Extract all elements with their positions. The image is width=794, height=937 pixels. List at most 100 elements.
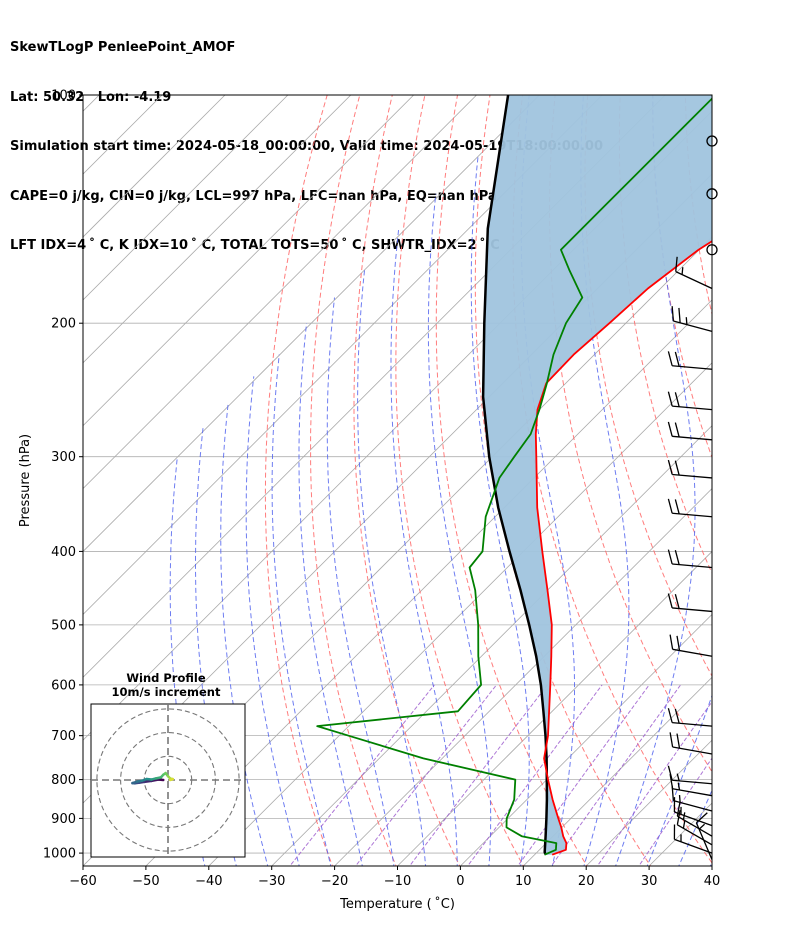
moist-adiabat (357, 269, 427, 866)
barb-flag-full (676, 635, 681, 651)
moist-adiabat (678, 789, 712, 866)
isotherm-line (83, 95, 477, 490)
barb-shaft (672, 788, 713, 797)
barb-flag-half (678, 794, 681, 803)
y-tick-label: 700 (51, 729, 76, 744)
mixing-ratio-line (289, 684, 435, 866)
dry-adiabat (717, 78, 794, 869)
moist-adiabat (427, 193, 492, 866)
isotherm-line (460, 613, 712, 866)
barb-flag-full (667, 459, 673, 475)
wind-barb (669, 634, 713, 657)
x-tick-label: −40 (195, 874, 222, 889)
x-axis-title: Temperature ( ˚C) (339, 896, 455, 912)
isotherm-line (523, 676, 712, 866)
barb-flag-half (681, 267, 684, 275)
cin-shaded-area (483, 95, 712, 855)
barb-shaft (672, 365, 713, 370)
isotherm-line (83, 95, 100, 112)
x-tick-label: −30 (258, 874, 285, 889)
x-tick-label: −10 (384, 874, 411, 889)
mixing-ratio-line (467, 684, 603, 866)
wind-barb (667, 765, 713, 785)
dry-adiabat (781, 78, 794, 869)
barb-flag-full (667, 391, 673, 407)
isotherm-line (83, 95, 226, 238)
barb-shaft (673, 320, 713, 332)
barb-flag-full (667, 765, 673, 781)
wind-barb (667, 351, 713, 370)
dry-adiabat (264, 95, 334, 866)
barb-flag-full (667, 421, 673, 437)
barb-shaft (672, 512, 713, 518)
station-location: Lat: 50.32 Lon: -4.19 (10, 89, 172, 105)
moist-adiabat (470, 154, 530, 866)
hodograph-plot (91, 704, 245, 857)
x-tick-label: −60 (69, 874, 96, 889)
barb-flag-full (674, 422, 680, 438)
dewpoint-line (316, 97, 712, 856)
barb-flag-half (698, 823, 706, 830)
barb-flag-full (667, 549, 673, 565)
inset-title: Wind Profile (126, 671, 206, 685)
barb-flag-full (667, 708, 673, 723)
barb-flag-half (685, 317, 688, 325)
barb-flag-full (669, 732, 674, 748)
mixing-ratio-line (550, 684, 682, 866)
mixing-ratio-line (408, 684, 548, 866)
mixing-ratio-line (596, 700, 712, 866)
wind-barb (667, 391, 713, 411)
wind-barb (673, 797, 713, 827)
barb-flag-full (674, 499, 680, 515)
mixing-ratio-line (638, 757, 712, 866)
parcel-path-line (481, 95, 549, 856)
wind-barb (667, 708, 713, 727)
y-tick-label: 900 (51, 812, 76, 827)
dry-adiabat (310, 95, 397, 866)
moist-adiabat (390, 228, 458, 866)
barb-flag-half (677, 782, 681, 791)
plot-area (83, 78, 794, 869)
y-tick-label: 600 (51, 678, 76, 693)
barb-flag-full (669, 634, 674, 650)
wind-barb (667, 593, 713, 613)
barb-shaft (672, 473, 713, 479)
moist-adiabat (646, 694, 712, 866)
calm-wind-marker (706, 188, 718, 200)
moist-adiabat (245, 376, 300, 866)
dry-adiabat (549, 95, 712, 773)
dry-adiabat (618, 95, 712, 575)
isotherm-line (775, 95, 794, 866)
barb-shaft (672, 746, 713, 755)
dry-adiabat (749, 78, 794, 869)
barb-flag-full (671, 306, 675, 322)
barb-shaft (672, 435, 713, 441)
isotherm-line (271, 425, 712, 866)
isotherm-line (711, 865, 712, 866)
barb-flag-full (674, 708, 680, 724)
moist-adiabat (709, 861, 712, 866)
wind-barb (667, 459, 713, 479)
barb-flag-half (682, 820, 686, 829)
isotherm-line (83, 95, 540, 553)
dry-adiabat (395, 95, 524, 866)
x-tick-label: 10 (515, 874, 532, 889)
y-tick-label: 800 (51, 773, 76, 788)
y-tick-label: 400 (51, 545, 76, 560)
moist-adiabat (580, 95, 630, 866)
barb-shaft (672, 405, 713, 411)
axes: −60 −50 −40 −30 −20 −10 0 10 20 30 40 1000 900 800 700… (18, 89, 720, 913)
wind-barb (667, 498, 713, 518)
wind-barb (669, 732, 713, 755)
chart-header: SkewTLogP PenleePoint_AMOF Lat: 50.32 Lo… (10, 7, 603, 271)
isotherm-line (397, 550, 712, 866)
isotherm-line (208, 362, 712, 866)
hodograph-segment (169, 777, 174, 782)
barb-flag-half (676, 773, 680, 781)
barb-flag-full (676, 733, 681, 749)
x-tick-label: 30 (641, 874, 658, 889)
x-tick-label: 0 (456, 874, 464, 889)
barb-flag-full (667, 351, 673, 366)
